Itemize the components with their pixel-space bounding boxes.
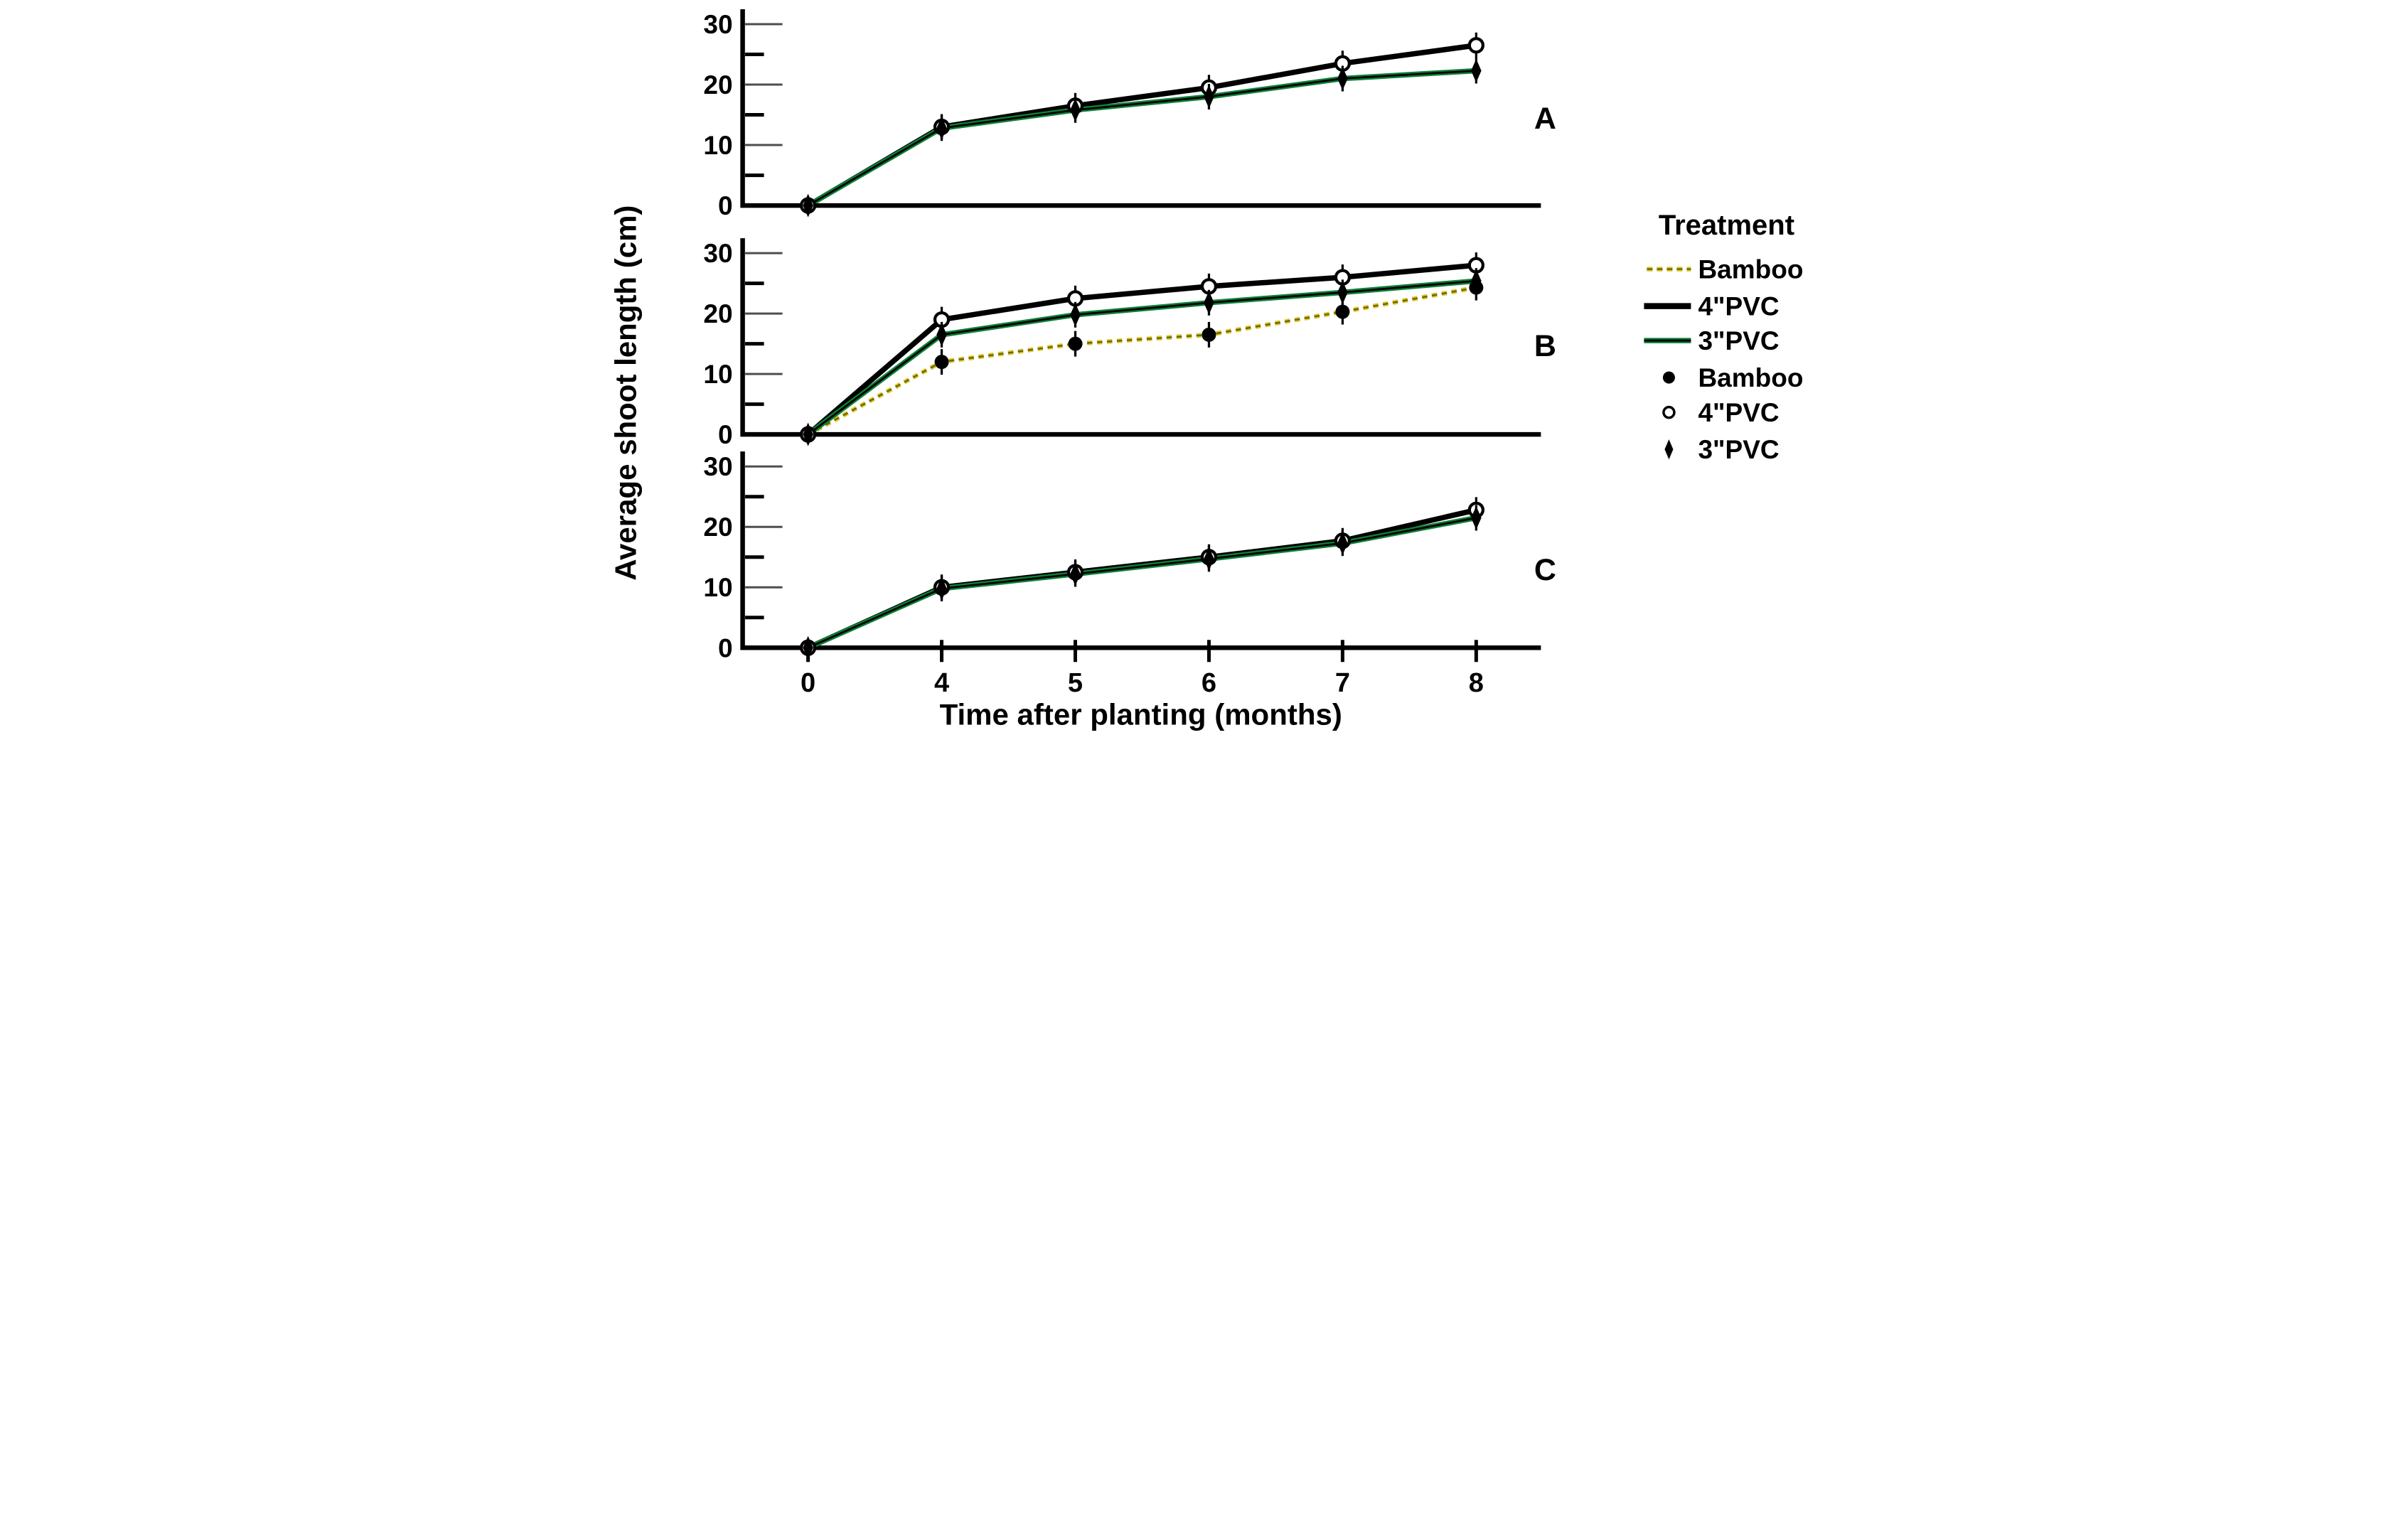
y-tick-label: 10 xyxy=(703,572,732,602)
legend-bamboo-marker-swatch xyxy=(1662,371,1675,384)
series-line-pvc4 xyxy=(806,43,1477,208)
x-axis-title: Time after planting (months) xyxy=(939,697,1342,731)
panel-label-b: B xyxy=(1534,329,1556,363)
series-line-core-bamboo xyxy=(807,286,1477,436)
marker-bamboo xyxy=(1334,304,1349,319)
y-tick-label: 10 xyxy=(703,359,732,389)
chart-canvas: 0 10 20 30 0 10 20 30 0 10 20 30 0 4 5 6 7 8 A B C Averag… xyxy=(601,0,1807,763)
y-tick-label: 0 xyxy=(717,633,732,662)
marker-pvc3 xyxy=(1069,562,1081,586)
legend-item-bamboo-line: Bamboo xyxy=(1698,254,1803,284)
y-tick-label: 20 xyxy=(703,70,732,100)
y-tick-label: 0 xyxy=(717,190,732,220)
x-tick-label: 4 xyxy=(933,668,948,698)
marker-bamboo xyxy=(1067,336,1082,351)
x-tick-label: 7 xyxy=(1334,668,1349,698)
legend-pvc3-marker-swatch xyxy=(1664,439,1673,460)
legend-title: Treatment xyxy=(1658,210,1794,241)
marker-pvc3 xyxy=(802,193,813,218)
marker-pvc3 xyxy=(1203,547,1214,571)
marker-pvc3 xyxy=(1203,291,1214,315)
series-line-core-pvc3 xyxy=(807,279,1476,436)
legend-pvc4-marker-swatch xyxy=(1661,405,1676,419)
panel-label-a: A xyxy=(1534,102,1556,136)
series-line-core-pvc3 xyxy=(807,70,1476,207)
legend-item-bamboo-marker: Bamboo xyxy=(1698,363,1803,392)
panel-a: 0 10 20 30 xyxy=(703,9,1541,220)
marker-pvc3 xyxy=(802,422,813,446)
series-line-pvc4 xyxy=(806,262,1477,437)
series-line-pvc4 xyxy=(806,507,1477,650)
y-axis-title: Average shoot length (cm) xyxy=(609,205,642,581)
legend-item-pvc3-marker: 3"PVC xyxy=(1698,434,1779,464)
y-tick-label: 20 xyxy=(703,299,732,328)
x-tick-label: 0 xyxy=(801,668,815,698)
marker-pvc4 xyxy=(1467,37,1484,54)
series-line-core-pvc3 xyxy=(807,517,1477,649)
panel-b: 0 10 20 30 xyxy=(703,238,1541,449)
y-tick-label: 30 xyxy=(703,9,732,39)
marker-bamboo xyxy=(934,355,949,370)
marker-bamboo xyxy=(1201,327,1216,342)
series-line-pvc3 xyxy=(806,68,1477,208)
y-tick-label: 30 xyxy=(703,238,732,268)
legend: Treatment Bamboo 4"PVC 3"PVC Bamboo 4"PV… xyxy=(1643,210,1803,464)
y-tick-label: 30 xyxy=(703,451,732,481)
legend-item-pvc3-line: 3"PVC xyxy=(1698,326,1779,355)
x-tick-label: 6 xyxy=(1201,668,1216,698)
y-tick-label: 20 xyxy=(703,512,732,542)
marker-pvc3 xyxy=(1337,280,1348,304)
y-tick-label: 0 xyxy=(717,419,732,449)
panel-c: 0 10 20 30 0 4 5 6 7 8 xyxy=(703,451,1541,698)
legend-item-pvc4-marker: 4"PVC xyxy=(1698,397,1779,427)
x-tick-label: 8 xyxy=(1468,668,1483,698)
legend-item-pvc4-line: 4"PVC xyxy=(1698,291,1779,321)
marker-pvc3 xyxy=(1470,58,1482,82)
panel-label-c: C xyxy=(1534,553,1556,587)
marker-pvc3 xyxy=(1069,98,1081,122)
marker-pvc3 xyxy=(1069,303,1081,327)
marker-pvc3 xyxy=(1203,85,1214,109)
x-tick-label: 5 xyxy=(1067,668,1082,698)
y-tick-label: 10 xyxy=(703,130,732,160)
